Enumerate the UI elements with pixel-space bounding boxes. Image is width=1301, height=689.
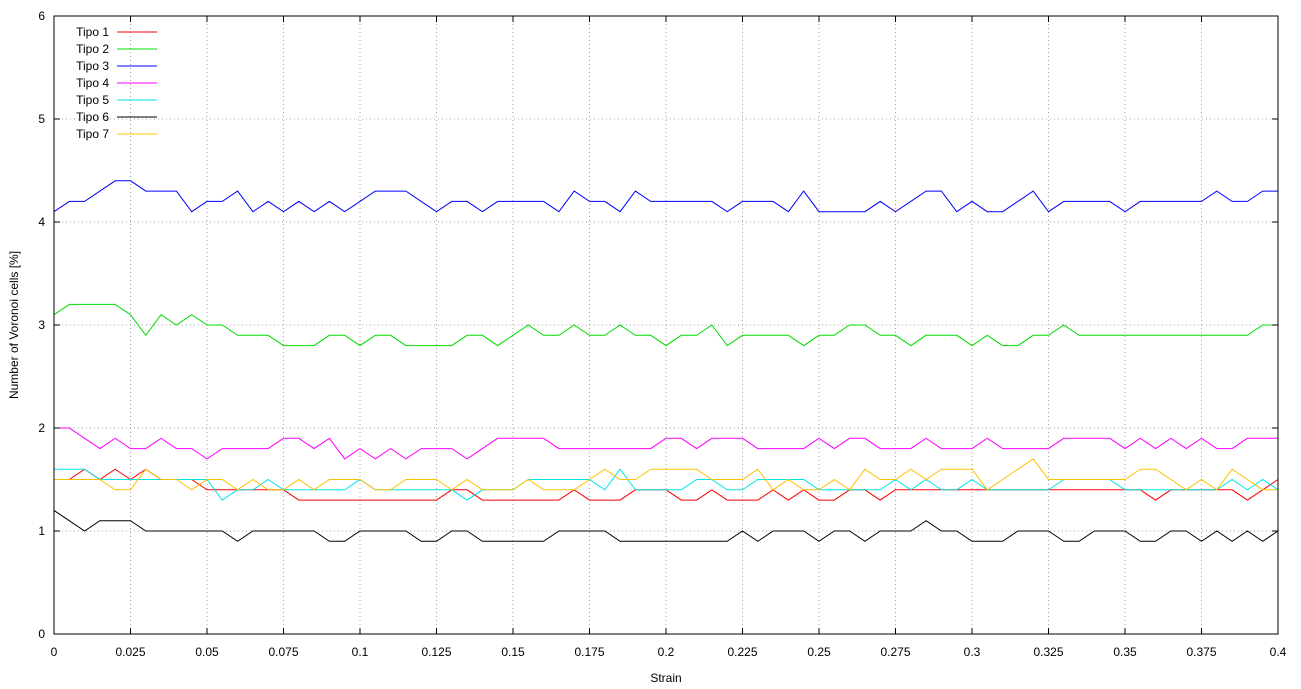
legend-label-tipo-3: Tipo 3 xyxy=(76,59,109,73)
y-tick-label: 3 xyxy=(38,318,45,332)
x-tick-label: 0.225 xyxy=(727,645,757,659)
x-tick-label: 0.175 xyxy=(574,645,604,659)
legend-label-tipo-2: Tipo 2 xyxy=(76,42,109,56)
series-line-tipo-2 xyxy=(53,303,1278,347)
y-tick-label: 6 xyxy=(38,9,45,23)
x-tick-label: 0.25 xyxy=(807,645,831,659)
series-line-tipo-4 xyxy=(54,427,1278,460)
x-tick-label: 0.275 xyxy=(880,645,910,659)
x-tick-label: 0.1 xyxy=(352,645,369,659)
legend-label-tipo-1: Tipo 1 xyxy=(76,25,109,39)
series-line-tipo-6 xyxy=(53,509,1279,542)
x-tick-label: 0.3 xyxy=(964,645,981,659)
x-tick-label: 0.375 xyxy=(1186,645,1216,659)
axis-ticks: 0 0.025 0.05 0.075 0.1 0.125 0.15 0.175 0.2 0.225… xyxy=(38,9,1286,659)
y-axis-title: Number of Voronoi cells [%] xyxy=(7,251,21,399)
x-tick-label: 0.075 xyxy=(268,645,298,659)
series-lines xyxy=(53,180,1279,542)
y-tick-label: 0 xyxy=(38,627,45,641)
x-tick-label: 0.025 xyxy=(115,645,145,659)
x-tick-label: 0 xyxy=(51,645,58,659)
legend-label-tipo-7: Tipo 7 xyxy=(76,127,109,141)
legend-label-tipo-4: Tipo 4 xyxy=(76,76,109,90)
x-axis-title: Strain xyxy=(650,671,681,685)
x-tick-label: 0.05 xyxy=(195,645,219,659)
x-tick-label: 0.15 xyxy=(501,645,525,659)
x-tick-label: 0.4 xyxy=(1270,645,1287,659)
x-tick-label: 0.35 xyxy=(1113,645,1137,659)
x-tick-label: 0.2 xyxy=(658,645,675,659)
series-line-tipo-7 xyxy=(54,458,1278,491)
y-tick-label: 2 xyxy=(38,421,45,435)
x-tick-label: 0.325 xyxy=(1033,645,1063,659)
y-tick-label: 1 xyxy=(38,524,45,538)
y-tick-label: 5 xyxy=(38,112,45,126)
legend-label-tipo-5: Tipo 5 xyxy=(76,93,109,107)
series-line-tipo-3 xyxy=(53,180,1278,213)
legend-label-tipo-6: Tipo 6 xyxy=(76,110,109,124)
legend: Tipo 1 Tipo 2 Tipo 3 Tipo 4 Tipo 5 Tipo 6 Tipo… xyxy=(76,25,157,141)
y-tick-label: 4 xyxy=(38,215,45,229)
x-tick-label: 0.125 xyxy=(421,645,451,659)
